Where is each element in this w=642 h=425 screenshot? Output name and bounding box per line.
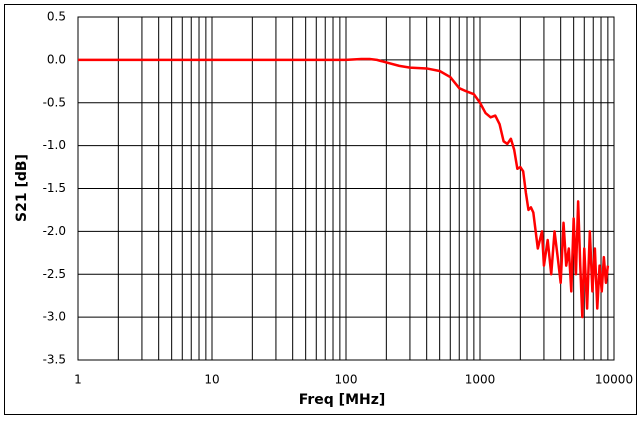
plot-border: [77, 16, 615, 361]
x-tick-label: 100: [335, 373, 358, 387]
y-tick-label: 0.5: [47, 10, 66, 24]
y-tick-label: -0.5: [43, 95, 66, 109]
x-tick-label: 1: [74, 373, 82, 387]
y-tick-label: -1.5: [43, 181, 66, 195]
frame: [4, 4, 637, 415]
data-line: [78, 57, 610, 319]
x-tick-label: 10: [204, 373, 219, 387]
y-tick-label: -2.5: [43, 267, 66, 281]
y-tick-label: -3.0: [43, 310, 66, 324]
y-tick-label: -2.0: [43, 224, 66, 238]
x-tick-label: 1000: [465, 373, 496, 387]
y-tick-label: 0.0: [47, 52, 66, 66]
y-tick-label: -3.5: [43, 353, 66, 367]
y-axis-label: S21 [dB]: [14, 154, 30, 222]
x-tick-label: 10000: [595, 373, 633, 387]
x-axis-label: Freq [MHz]: [299, 392, 386, 408]
y-tick-label: -1.0: [43, 138, 66, 152]
